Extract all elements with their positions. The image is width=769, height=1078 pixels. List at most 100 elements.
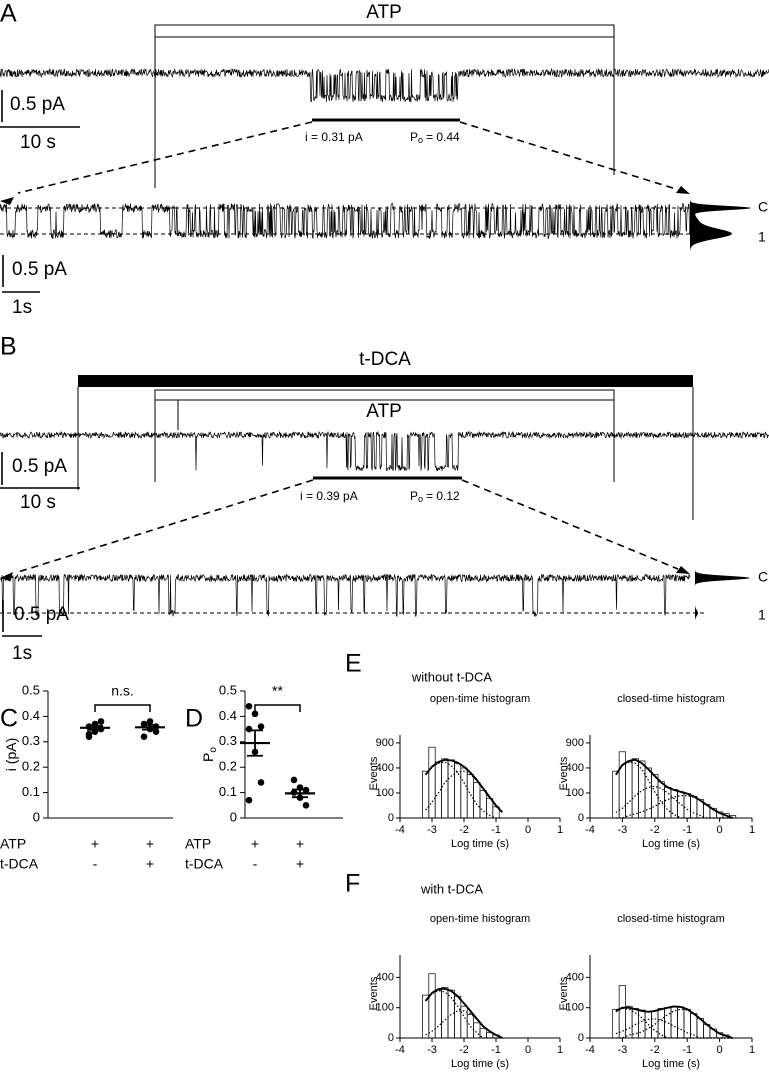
- x-tick-label: -2: [650, 1044, 660, 1056]
- data-point: [245, 725, 253, 733]
- histogram-bar: [441, 986, 449, 1039]
- po-symbol: P: [410, 489, 418, 503]
- condition-mark: -: [93, 856, 98, 872]
- arrow-head: [0, 186, 690, 205]
- data-point: [140, 733, 148, 741]
- x-tick-label: -1: [682, 1044, 692, 1056]
- histogram-bar: [690, 1013, 698, 1039]
- y-tick-label: 0.5: [22, 682, 40, 697]
- histogram-bar: [434, 989, 442, 1039]
- scale-label: 0.5 pA: [14, 604, 69, 625]
- subplot-title: closed-time histogram: [617, 913, 725, 925]
- y-tick-label: 100: [376, 1002, 394, 1014]
- y-tick-label: 0: [388, 1032, 394, 1044]
- histogram-bar: [473, 1022, 481, 1039]
- x-axis-label: Log time (s): [642, 1058, 700, 1070]
- data-point: [245, 796, 253, 804]
- histogram-bar: [466, 774, 474, 819]
- fit-component: [615, 1008, 733, 1039]
- fit-curve: [424, 987, 503, 1039]
- x-tick-label: -4: [585, 824, 595, 836]
- histogram-bar: [428, 973, 436, 1039]
- tdca-bar: [78, 375, 693, 387]
- histogram-bar: [690, 795, 698, 819]
- traces: [0, 67, 769, 620]
- y-tick-label: 0.3: [22, 733, 40, 748]
- current-label: i = 0.31 pA: [305, 130, 363, 144]
- data-point: [290, 776, 298, 784]
- x-tick-label: -1: [491, 824, 501, 836]
- histogram-bar: [670, 789, 678, 819]
- x-tick-label: -2: [459, 824, 469, 836]
- panel-title: with t-DCA: [420, 881, 483, 896]
- level-label: 1: [758, 229, 766, 245]
- histogram-bar: [670, 1005, 678, 1039]
- atp-bar: [154, 24, 615, 38]
- y-tick-label: 0: [230, 809, 237, 824]
- y-axis-label-subscript: o: [208, 747, 219, 753]
- condition-mark: +: [91, 836, 99, 852]
- y-tick-label: 900: [376, 737, 394, 749]
- error-bar: [247, 729, 263, 757]
- error-bar: [87, 724, 103, 731]
- condition-label: ATP: [185, 836, 211, 852]
- histogram-bar: [664, 1007, 672, 1039]
- x-tick-label: 0: [525, 1044, 531, 1056]
- y-axis-label-text: i (pA): [3, 738, 19, 771]
- y-axis-label: i (pA): [3, 738, 19, 771]
- histogram-bar: [651, 774, 659, 819]
- po-subscript: o: [418, 494, 423, 504]
- histogram-bar: [638, 760, 646, 819]
- error-bar: [292, 788, 308, 799]
- x-tick-label: -3: [618, 1044, 628, 1056]
- panel-label: B: [0, 333, 17, 361]
- current-trace: [0, 573, 691, 618]
- histogram-bar: [460, 767, 468, 819]
- zoom-arrow: [459, 121, 677, 190]
- fit-component: [615, 1007, 733, 1039]
- panel-label: D: [185, 705, 203, 733]
- scale-label: 0.5 pA: [12, 456, 67, 477]
- scale-bar: [0, 452, 80, 489]
- panel-label: C: [0, 705, 18, 733]
- data-point: [85, 733, 93, 741]
- level-label: C: [758, 569, 768, 585]
- histogram-bar: [422, 770, 430, 819]
- histogram-bar: [683, 793, 691, 819]
- fit-component: [425, 761, 503, 819]
- condition-mark: -: [253, 856, 258, 872]
- x-tick-label: -3: [427, 1044, 437, 1056]
- x-tick-label: -4: [395, 1044, 405, 1056]
- x-tick-label: 1: [557, 824, 563, 836]
- scale-bar: [0, 90, 80, 128]
- fit-curve: [615, 1005, 733, 1039]
- y-tick-label: 0.2: [219, 759, 237, 774]
- histogram-bar: [454, 995, 462, 1039]
- zoom-arrow: [17, 479, 314, 573]
- histogram-bar: [625, 1005, 633, 1039]
- subplot-title: closed-time histogram: [617, 693, 725, 705]
- significance-label: **: [272, 683, 283, 699]
- histogram-bar: [479, 790, 487, 819]
- x-tick-label: -2: [650, 824, 660, 836]
- y-tick-label: 400: [376, 762, 394, 774]
- x-tick-label: -1: [682, 824, 692, 836]
- drug-label: ATP: [366, 2, 402, 23]
- scale-label: 0.5 pA: [12, 259, 67, 280]
- y-tick-label: 100: [376, 787, 394, 799]
- y-tick-label: 0: [33, 809, 40, 824]
- data-point: [302, 802, 310, 809]
- scale-label: 1s: [12, 643, 32, 664]
- x-tick-label: -4: [395, 824, 405, 836]
- histogram-bar: [612, 770, 620, 819]
- condition-mark: +: [251, 836, 259, 852]
- fit-component: [615, 795, 733, 819]
- panel-label: A: [0, 0, 17, 28]
- condition-label: ATP: [0, 836, 26, 852]
- amplitude-histogram: [690, 195, 752, 250]
- histogram-bar: [466, 1014, 474, 1039]
- y-tick-label: 0.5: [219, 682, 237, 697]
- panel-label: F: [345, 870, 360, 898]
- drug-label: t-DCA: [359, 349, 411, 370]
